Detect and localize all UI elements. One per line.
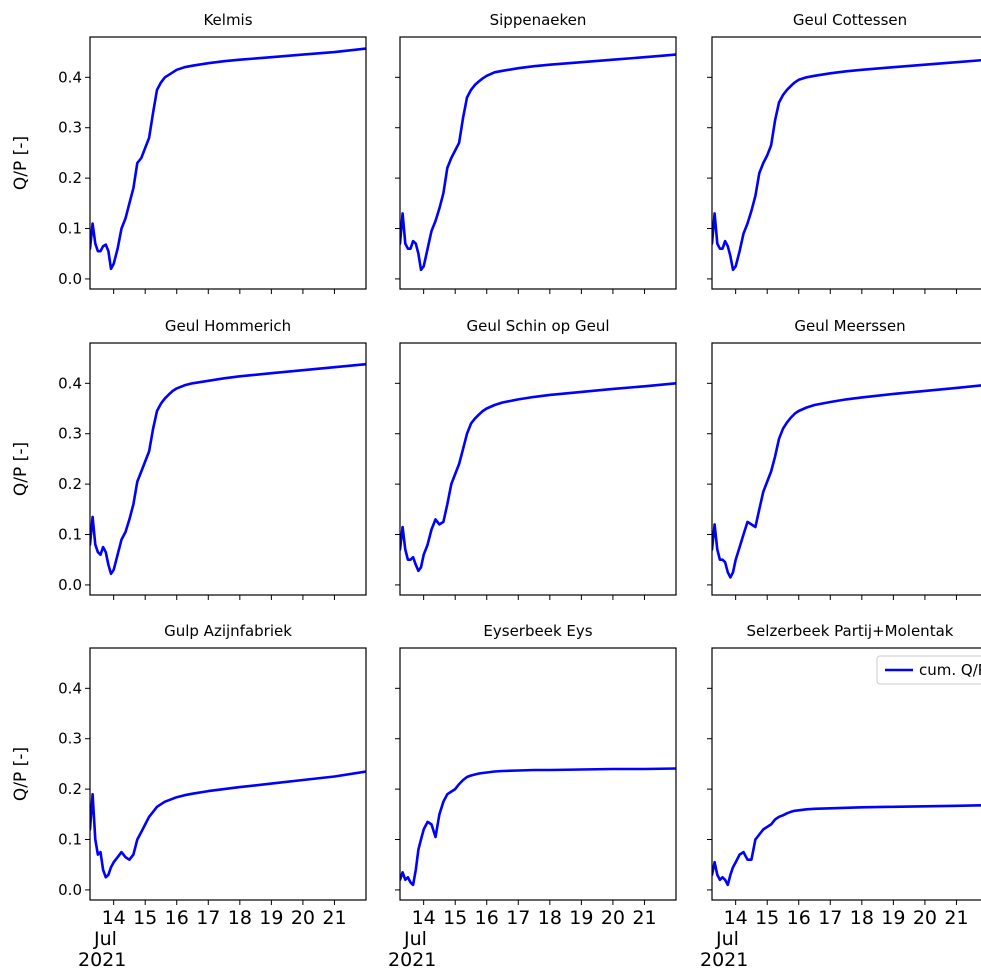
- legend-box: [876, 655, 981, 685]
- series-line-cum-qp: [90, 362, 366, 576]
- series-line-cum-qp: [712, 804, 981, 887]
- plot-frame: [89, 342, 367, 596]
- x-tick-label: 15: [133, 907, 157, 929]
- panel-1: Kelmis 0.0 0.1 0.2 0.3 0.4 Q/P [-]: [11, 11, 367, 294]
- x-month-label: Jul: [403, 928, 427, 950]
- plot-frame: [711, 647, 981, 901]
- legend-label: cum. Q/P: [919, 661, 981, 679]
- x-tick-label: 16: [165, 907, 189, 929]
- panel-5: Geul Schin op Geul: [395, 317, 677, 600]
- y-tick-label: 0.0: [58, 881, 82, 899]
- y-tick-label: 0.3: [58, 730, 82, 748]
- plot-frame: [711, 342, 981, 596]
- x-year-label: 2021: [78, 949, 126, 971]
- series-line-cum-qp: [712, 384, 981, 579]
- panel-title: Kelmis: [203, 11, 252, 29]
- plot-frame: [711, 36, 981, 290]
- x-tick-label: 21: [322, 907, 346, 929]
- panel-4: Geul Hommerich 0.0 0.1 0.2 0.3 0.4 Q/P [-]: [11, 317, 367, 600]
- x-tick-label: 21: [632, 907, 656, 929]
- panel-9: Selzerbeek Partij+Molentak 14 15 16 17 18 19 20…: [700, 622, 981, 971]
- y-tick-label: 0.4: [58, 374, 82, 392]
- panel-7: Gulp Azijnfabriek 0.0 0.1 0.2 0.3 0.4 14 15 16 17…: [11, 622, 367, 971]
- y-axis-label: Q/P [-]: [11, 136, 31, 190]
- legend: cum. Q/P: [876, 655, 981, 685]
- plot-frame: [399, 36, 677, 290]
- y-tick-label: 0.4: [58, 68, 82, 86]
- x-tick-label: 18: [228, 907, 252, 929]
- series-line-cum-qp: [400, 53, 676, 272]
- x-tick-label: 14: [102, 907, 126, 929]
- x-year-label: 2021: [700, 949, 748, 971]
- y-tick-label: 0.1: [58, 220, 82, 238]
- y-axis-label: Q/P [-]: [11, 747, 31, 801]
- series-line-cum-qp: [400, 381, 676, 573]
- y-tick-label: 0.1: [58, 526, 82, 544]
- x-tick-label: 19: [259, 907, 283, 929]
- y-tick-label: 0.2: [58, 780, 82, 798]
- x-tick-label: 14: [412, 907, 436, 929]
- series-line-cum-qp: [90, 770, 366, 879]
- y-tick-label: 0.0: [58, 270, 82, 288]
- x-tick-label: 15: [755, 907, 779, 929]
- x-tick-label: 19: [569, 907, 593, 929]
- x-tick-label: 14: [724, 907, 748, 929]
- x-tick-label: 20: [913, 907, 937, 929]
- x-tick-label: 18: [850, 907, 874, 929]
- y-tick-label: 0.1: [58, 831, 82, 849]
- plot-frame: [399, 647, 677, 901]
- x-tick-label: 20: [291, 907, 315, 929]
- x-tick-label: 21: [944, 907, 968, 929]
- x-tick-label: 20: [601, 907, 625, 929]
- plot-frame: [399, 342, 677, 596]
- panel-6: Geul Meerssen: [707, 317, 981, 600]
- series-line-cum-qp: [90, 47, 366, 271]
- y-tick-label: 0.3: [58, 425, 82, 443]
- x-tick-label: 19: [881, 907, 905, 929]
- plot-frame: [89, 36, 367, 290]
- series-line-cum-qp: [712, 58, 981, 272]
- y-tick-label: 0.2: [58, 169, 82, 187]
- x-month-label: Jul: [93, 928, 117, 950]
- x-tick-label: 17: [506, 907, 530, 929]
- panel-title: Geul Cottessen: [793, 11, 907, 29]
- y-tick-label: 0.0: [58, 576, 82, 594]
- x-tick-label: 15: [443, 907, 467, 929]
- plot-frame: [89, 647, 367, 901]
- series-line-cum-qp: [400, 767, 676, 887]
- x-tick-label: 17: [818, 907, 842, 929]
- x-tick-label: 16: [787, 907, 811, 929]
- x-tick-label: 17: [196, 907, 220, 929]
- panel-title: Eyserbeek Eys: [483, 622, 592, 640]
- y-axis-label: Q/P [-]: [11, 442, 31, 496]
- panel-title: Geul Meerssen: [794, 317, 905, 335]
- x-tick-label: 16: [475, 907, 499, 929]
- panel-title: Gulp Azijnfabriek: [164, 622, 292, 640]
- panel-title: Selzerbeek Partij+Molentak: [747, 622, 954, 640]
- panel-3: Geul Cottessen: [707, 11, 981, 294]
- x-tick-label: 18: [538, 907, 562, 929]
- y-tick-label: 0.2: [58, 475, 82, 493]
- panel-title: Geul Schin op Geul: [466, 317, 609, 335]
- panel-title: Geul Hommerich: [165, 317, 291, 335]
- y-tick-label: 0.4: [58, 679, 82, 697]
- panel-title: Sippenaeken: [490, 11, 587, 29]
- x-year-label: 2021: [388, 949, 436, 971]
- x-month-label: Jul: [715, 928, 739, 950]
- y-tick-label: 0.3: [58, 119, 82, 137]
- panel-2: Sippenaeken: [395, 11, 677, 294]
